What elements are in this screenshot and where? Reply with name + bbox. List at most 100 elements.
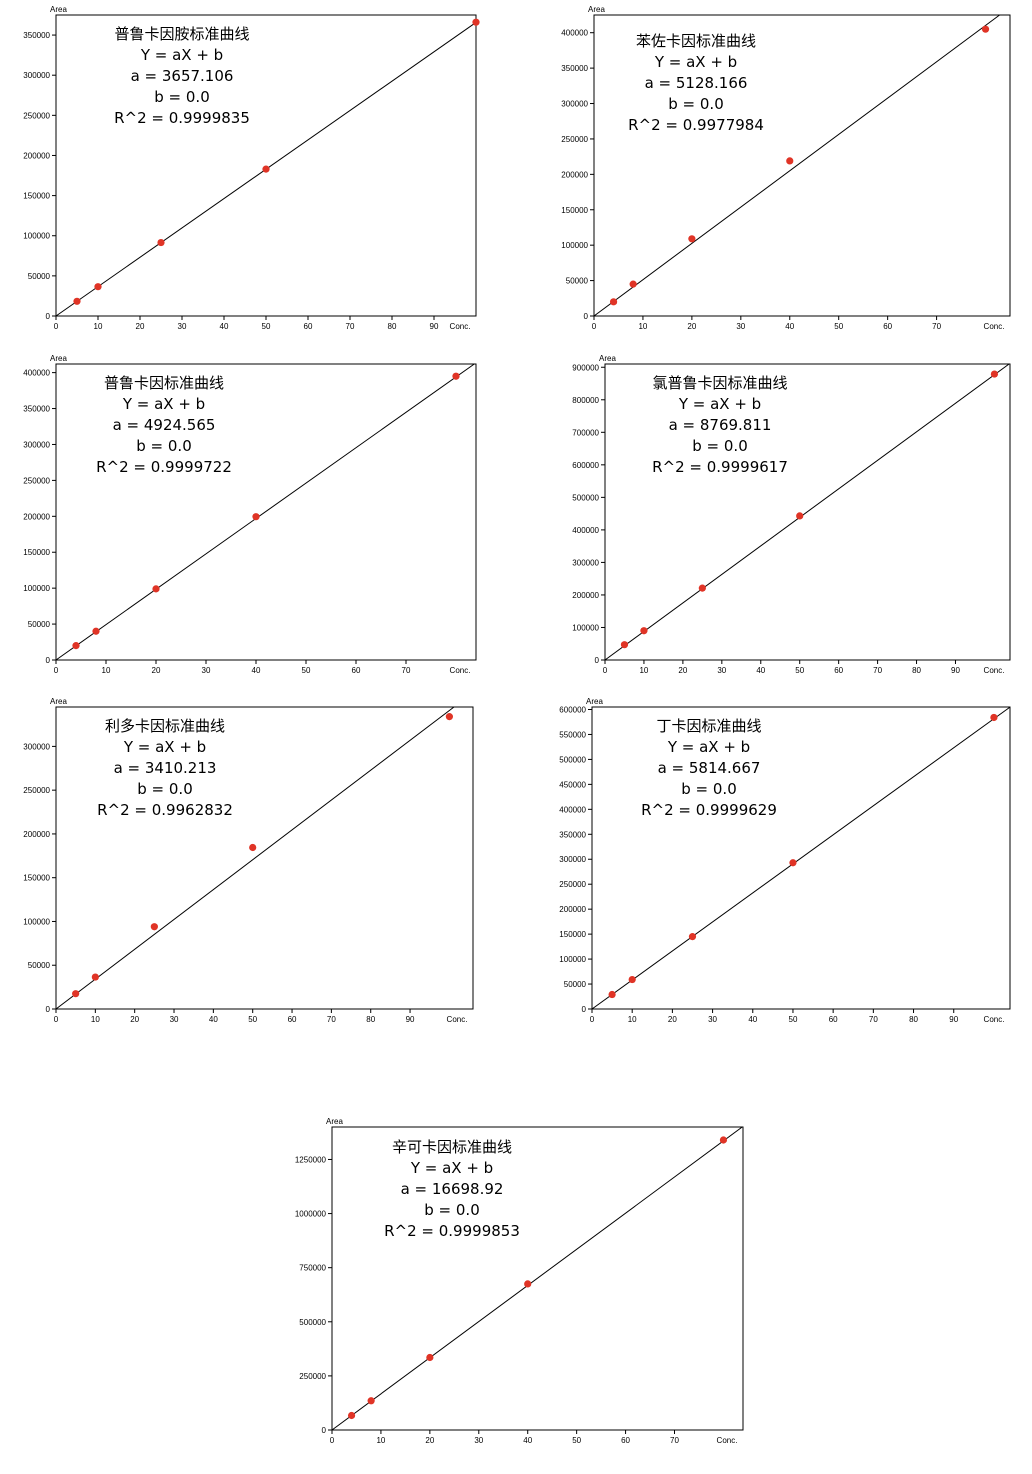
chart-title: 氯普鲁卡因标准曲线 <box>652 374 788 392</box>
data-point <box>73 297 81 305</box>
slope-label: a = 3410.213 <box>113 759 217 777</box>
data-point <box>426 1353 434 1362</box>
y-tick-label: 300000 <box>559 855 586 864</box>
data-point <box>796 512 804 520</box>
y-axis-label: Area <box>50 354 67 363</box>
y-tick-label: 350000 <box>561 64 588 73</box>
x-tick-label: 70 <box>873 666 882 675</box>
regression-line <box>604 363 1010 661</box>
y-tick-label: 250000 <box>559 880 586 889</box>
data-point <box>472 18 480 26</box>
y-tick-label: 800000 <box>572 396 599 405</box>
x-axis-label: Conc. <box>984 666 1005 675</box>
chart-group: 0 250000 500000 750000 1000000 1250000 0 10 20 30… <box>295 1117 744 1445</box>
data-point <box>620 641 629 649</box>
regression-line <box>55 363 475 661</box>
chart-title: 普鲁卡因胺标准曲线 <box>114 25 250 43</box>
y-tick-label: 0 <box>322 1426 327 1435</box>
x-tick-label: 0 <box>54 666 59 675</box>
x-tick-label: 30 <box>708 1015 717 1024</box>
x-tick-label: 40 <box>748 1015 757 1024</box>
y-axis-label: Area <box>586 697 603 706</box>
x-tick-label: 50 <box>572 1436 581 1445</box>
y-tick-label: 700000 <box>572 428 599 437</box>
x-tick-label: 10 <box>639 666 648 675</box>
y-tick-label: 350000 <box>559 830 586 839</box>
data-point <box>524 1280 532 1288</box>
data-point <box>609 298 618 306</box>
data-point <box>91 973 99 981</box>
y-tick-label: 400000 <box>23 369 50 378</box>
plot-frame <box>331 1126 744 1431</box>
intercept-label: b = 0.0 <box>681 780 737 798</box>
x-tick-label: 70 <box>346 322 355 331</box>
x-axis-label: Conc. <box>450 666 471 675</box>
x-axis-label: Conc. <box>717 1436 738 1445</box>
data-point <box>445 713 453 721</box>
data-point <box>262 165 270 173</box>
y-axis-label: Area <box>599 354 616 363</box>
chart-group: 0 50000 100000 150000 200000 250000 300000 0 10 2… <box>23 697 474 1024</box>
y-tick-label: 600000 <box>572 461 599 470</box>
data-point <box>150 923 158 931</box>
annotation-block: 利多卡因标准曲线 Y = aX + b a = 3410.213 b = 0.0… <box>75 716 255 821</box>
x-tick-label: 80 <box>912 666 921 675</box>
x-tick-label: 20 <box>130 1015 139 1024</box>
y-tick-label: 250000 <box>561 135 588 144</box>
x-tick-label: 40 <box>209 1015 218 1024</box>
slope-label: a = 5814.667 <box>657 759 761 777</box>
x-tick-label: 40 <box>785 322 794 331</box>
slope-label: a = 16698.92 <box>400 1180 504 1198</box>
equation-label: Y = aX + b <box>123 738 207 756</box>
intercept-label: b = 0.0 <box>424 1201 480 1219</box>
y-tick-label: 250000 <box>23 476 50 485</box>
x-tick-label: 60 <box>834 666 843 675</box>
x-tick-label: 40 <box>220 322 229 331</box>
data-point <box>640 627 648 635</box>
x-axis-label: Conc. <box>984 1015 1005 1024</box>
data-point <box>152 585 160 593</box>
data-point <box>698 584 706 592</box>
data-point <box>249 843 257 852</box>
y-tick-label: 200000 <box>23 151 50 160</box>
y-tick-label: 400000 <box>561 29 588 38</box>
y-tick-label: 150000 <box>559 930 586 939</box>
y-tick-label: 250000 <box>299 1372 326 1381</box>
x-tick-label: 10 <box>94 322 103 331</box>
y-tick-label: 200000 <box>572 591 599 600</box>
intercept-label: b = 0.0 <box>154 88 210 106</box>
data-point <box>94 283 102 291</box>
annotation-block: 丁卡因标准曲线 Y = aX + b a = 5814.667 b = 0.0 … <box>619 716 799 821</box>
x-tick-label: 0 <box>590 1015 595 1024</box>
annotation-block: 普鲁卡因标准曲线 Y = aX + b a = 4924.565 b = 0.0… <box>74 373 254 478</box>
y-tick-label: 500000 <box>572 493 599 502</box>
x-tick-label: 90 <box>949 1015 958 1024</box>
data-point <box>608 990 616 999</box>
data-point <box>452 372 460 380</box>
equation-label: Y = aX + b <box>678 395 762 413</box>
y-tick-label: 0 <box>46 1005 51 1014</box>
r2-label: R^2 = 0.9999722 <box>96 458 232 476</box>
regression-line <box>591 706 1011 1010</box>
y-tick-label: 200000 <box>559 905 586 914</box>
intercept-label: b = 0.0 <box>692 437 748 455</box>
x-tick-label: 30 <box>178 322 187 331</box>
plot-frame <box>55 706 474 1010</box>
annotation-block: 氯普鲁卡因标准曲线 Y = aX + b a = 8769.811 b = 0.… <box>630 373 810 478</box>
chart-title: 苯佐卡因标准曲线 <box>635 32 756 50</box>
slope-label: a = 8769.811 <box>668 416 772 434</box>
x-tick-label: 10 <box>638 322 647 331</box>
r2-label: R^2 = 0.9999853 <box>384 1222 520 1240</box>
y-axis-label: Area <box>50 5 67 14</box>
data-point <box>789 859 797 867</box>
x-tick-label: 50 <box>795 666 804 675</box>
data-point <box>252 513 260 521</box>
y-tick-label: 50000 <box>28 272 51 281</box>
y-tick-label: 150000 <box>23 874 50 883</box>
x-tick-label: 60 <box>829 1015 838 1024</box>
data-point <box>688 235 696 243</box>
y-tick-label: 750000 <box>299 1264 326 1273</box>
y-tick-label: 1250000 <box>295 1155 327 1164</box>
data-point <box>786 157 794 165</box>
equation-label: Y = aX + b <box>410 1159 494 1177</box>
